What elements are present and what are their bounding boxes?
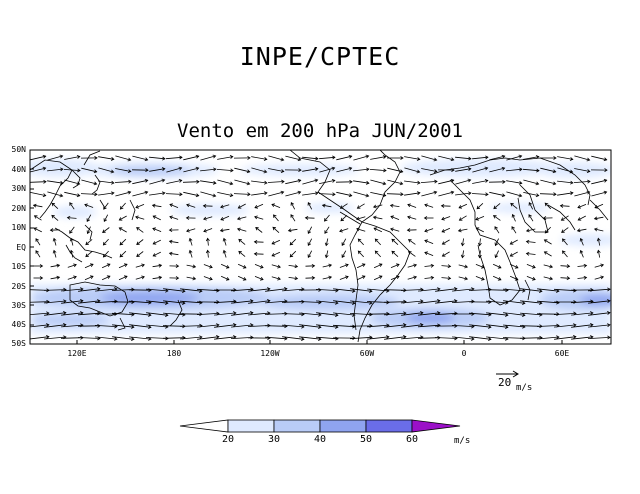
- colorbar-low-triangle: [179, 419, 229, 433]
- lat-label-eq: EQ: [16, 243, 26, 252]
- colorbar-tick-40: 40: [313, 434, 327, 445]
- colorbar-segment-40-50: [319, 419, 367, 433]
- colorbar: [179, 419, 461, 433]
- colorbar-high-triangle: [411, 419, 461, 433]
- lat-label-10s: 10S: [11, 262, 26, 271]
- lat-label-50n: 50N: [11, 145, 26, 154]
- lat-label-30n: 30N: [11, 184, 26, 193]
- axis-ticks: [30, 149, 563, 345]
- reference-vector-arrow: [496, 370, 519, 378]
- wind-vectors: [30, 154, 611, 341]
- lon-label-180: 180: [166, 349, 182, 358]
- colorbar-segment-30-40: [273, 419, 321, 433]
- reference-vector-value: 20: [498, 376, 512, 389]
- map-subtitle: Vento em 200 hPa JUN/2001: [177, 120, 463, 142]
- colorbar-segment-20-30: [227, 419, 275, 433]
- map-title: INPE/CPTEC: [239, 42, 401, 71]
- lon-label-120e: 120E: [67, 349, 87, 358]
- lon-label-120w: 120W: [260, 349, 280, 358]
- lon-label-60e: 60E: [554, 349, 570, 358]
- reference-vector-unit: m/s: [516, 383, 533, 393]
- colorbar-tick-50: 50: [359, 434, 373, 445]
- colorbar-tick-30: 30: [267, 434, 281, 445]
- colorbar-tick-20: 20: [221, 434, 235, 445]
- lat-label-20s: 20S: [11, 282, 26, 291]
- lat-label-30s: 30S: [11, 301, 26, 310]
- lat-label-20n: 20N: [11, 204, 26, 213]
- colorbar-unit: m/s: [454, 436, 471, 446]
- colorbar-segment-50-60: [365, 419, 413, 433]
- lon-label-0: 0: [461, 349, 467, 358]
- lat-label-50s: 50S: [11, 339, 26, 348]
- lat-label-10n: 10N: [11, 223, 26, 232]
- lat-label-40s: 40S: [11, 320, 26, 329]
- lat-label-40n: 40N: [11, 165, 26, 174]
- colorbar-tick-60: 60: [405, 434, 419, 445]
- wind-speed-shading: [30, 159, 611, 334]
- lon-label-60w: 60W: [359, 349, 375, 358]
